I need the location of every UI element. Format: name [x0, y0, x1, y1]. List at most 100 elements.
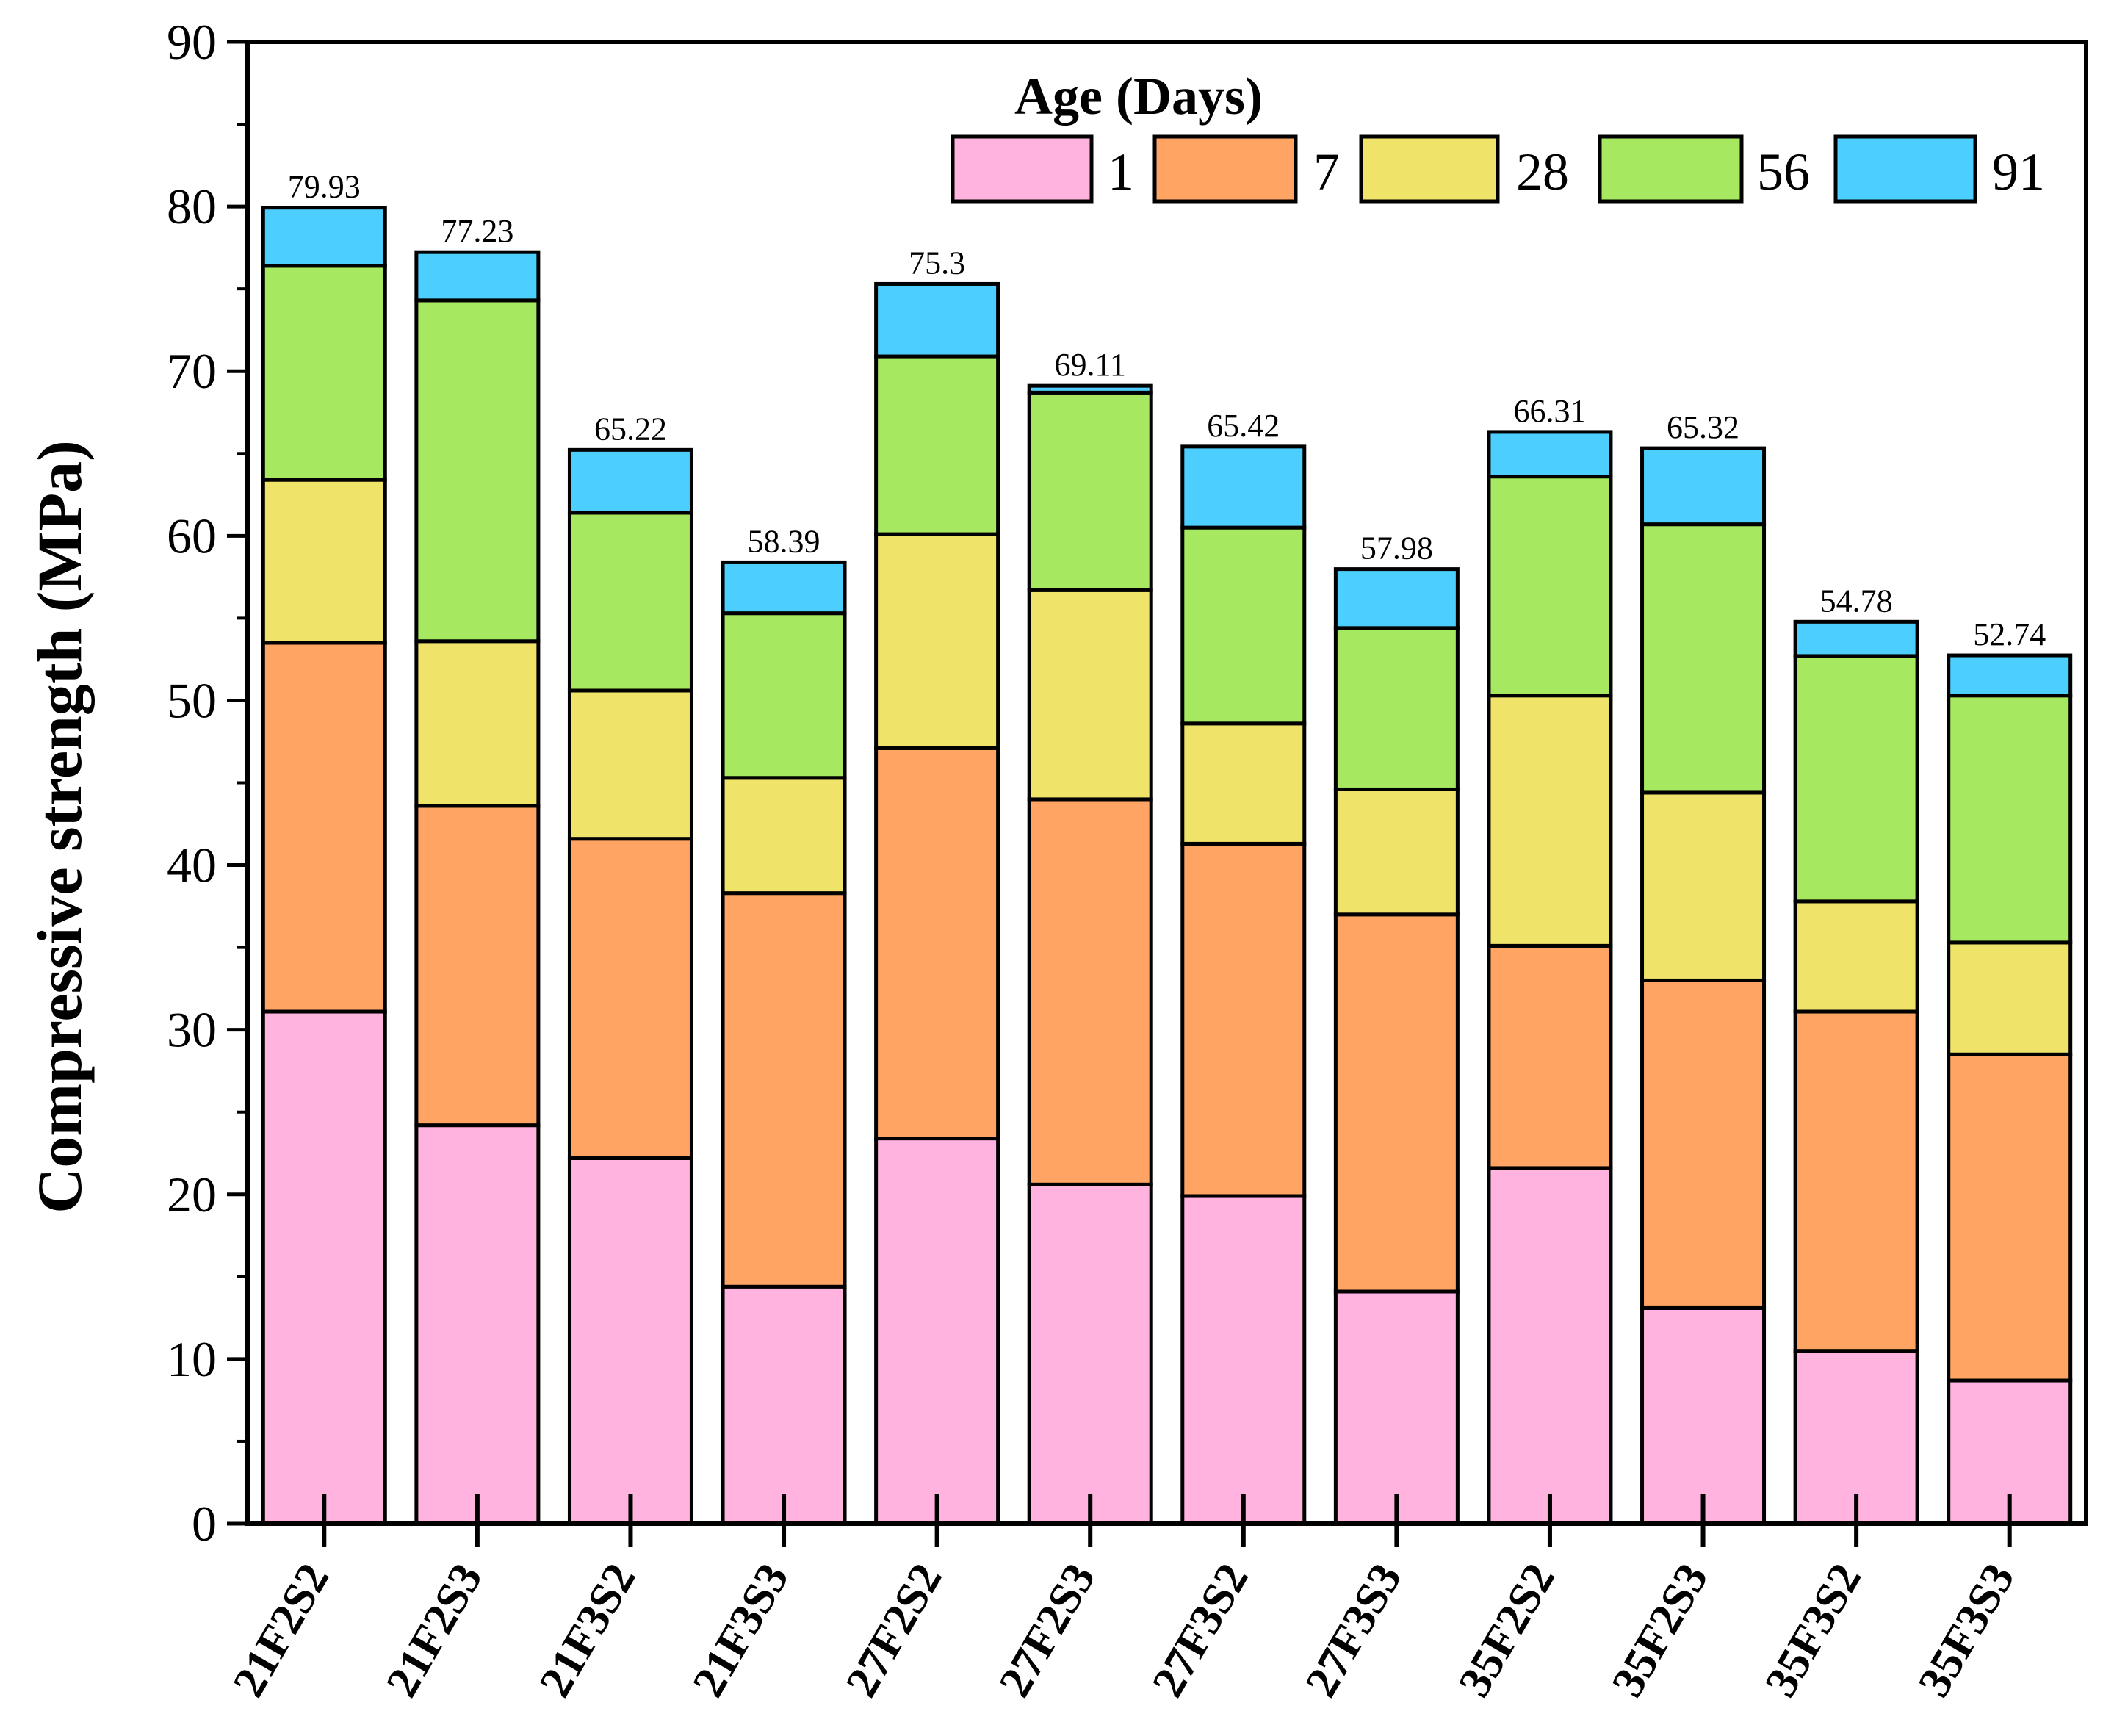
bar-segment-21F3S3-day-1	[721, 1284, 847, 1526]
bar-segment-21F2S2-day-56	[261, 264, 387, 482]
bar-segment-35F2S3-day-56	[1640, 522, 1767, 795]
x-tick-label: 35F3S3	[1909, 1555, 2024, 1705]
y-tick-label: 80	[167, 179, 217, 234]
bar-segment-21F3S2-day-1	[567, 1156, 693, 1526]
y-tick-label: 50	[167, 672, 217, 728]
bar-segment-27F2S3-day-56	[1027, 390, 1153, 592]
bar-segment-35F3S2-day-7	[1793, 1009, 1919, 1353]
x-tick-label: 35F2S3	[1603, 1555, 1718, 1705]
bar-segment-21F3S2-day-28	[567, 688, 693, 841]
bars-group: 79.93 77.23 65.22 58.39 75.3 69.11 65.42 57.98 6…	[261, 169, 2073, 1526]
bar-segment-35F2S2-day-28	[1487, 694, 1613, 948]
bar-segment-35F3S3-day-28	[1947, 940, 2073, 1056]
bar-total-label: 69.11	[1055, 347, 1126, 383]
legend-label-day-7: 7	[1313, 143, 1340, 201]
bar-segment-35F3S3-day-56	[1947, 694, 2073, 945]
bar-total-label: 66.31	[1513, 393, 1586, 429]
x-tick-label: 21F3S3	[683, 1555, 798, 1705]
bar-segment-35F2S3-day-7	[1640, 978, 1767, 1310]
bar-segment-21F2S2-day-91	[261, 206, 387, 268]
x-tick-label: 21F2S2	[223, 1555, 339, 1705]
bar-segment-27F3S3-day-56	[1333, 626, 1460, 791]
bar-total-label: 79.93	[288, 169, 361, 205]
bar-segment-27F3S2-day-7	[1180, 841, 1307, 1198]
y-tick-label: 90	[167, 14, 217, 70]
bar-segment-21F2S3-day-1	[414, 1123, 541, 1526]
x-axis: 21F2S2 21F2S3 21F3S2 21F3S3 27F2S2 27F2S3 27F3…	[223, 1494, 2024, 1705]
bar-segment-21F3S2-day-91	[567, 447, 693, 515]
bar-total-label: 58.39	[748, 523, 820, 559]
bar-segment-21F2S2-day-28	[261, 478, 387, 645]
bar-segment-35F3S2-day-56	[1793, 654, 1919, 904]
bar-segment-35F2S2-day-91	[1487, 430, 1613, 479]
legend-label-day-28: 28	[1516, 143, 1569, 201]
legend-title: Age (Days)	[1014, 67, 1263, 126]
bar-segment-35F2S2-day-7	[1487, 943, 1613, 1170]
bar-segment-21F2S3-day-56	[414, 298, 541, 644]
bar-segment-21F3S3-day-7	[721, 891, 847, 1289]
legend: Age (Days) 1 7 28 56 91	[951, 67, 2045, 204]
bar-segment-27F2S3-day-28	[1027, 588, 1153, 802]
bar-total-label: 57.98	[1360, 530, 1433, 566]
x-tick-label: 27F3S3	[1296, 1555, 1411, 1705]
legend-label-day-56: 56	[1757, 143, 1810, 201]
bar-segment-27F3S2-day-56	[1180, 525, 1307, 726]
bar-segment-35F2S3-day-91	[1640, 446, 1767, 527]
y-tick-label: 0	[192, 1496, 217, 1552]
bar-total-label: 65.32	[1667, 409, 1739, 445]
y-tick-label: 60	[167, 508, 217, 563]
y-tick-label: 40	[167, 838, 217, 893]
bar-segment-27F2S2-day-91	[874, 281, 1000, 359]
y-axis-title: Compressive strength (MPa)	[24, 440, 95, 1214]
x-tick-label: 21F2S3	[377, 1555, 492, 1705]
bar-total-label: 52.74	[1973, 616, 2046, 652]
legend-swatch-day-56	[1598, 134, 1744, 204]
y-tick-label: 20	[167, 1167, 217, 1222]
bar-segment-27F2S2-day-1	[874, 1137, 1000, 1526]
x-tick-label: 27F3S2	[1143, 1555, 1258, 1705]
bar-segment-27F3S3-day-1	[1333, 1289, 1460, 1526]
bar-total-label: 77.23	[441, 213, 513, 249]
bar-segment-35F3S2-day-28	[1793, 899, 1919, 1014]
bar-segment-27F2S2-day-56	[874, 354, 1000, 536]
bar-total-label: 54.78	[1820, 583, 1893, 619]
bar-total-label: 65.42	[1207, 408, 1280, 444]
bar-segment-21F2S2-day-1	[261, 1009, 387, 1526]
bar-segment-27F2S3-day-1	[1027, 1182, 1153, 1526]
bar-total-label: 75.3	[909, 245, 965, 281]
legend-swatch-day-28	[1359, 134, 1500, 204]
bar-segment-21F3S3-day-91	[721, 560, 847, 616]
bar-segment-27F3S2-day-1	[1180, 1194, 1307, 1526]
bar-segment-35F2S3-day-28	[1640, 790, 1767, 982]
bar-segment-35F2S3-day-1	[1640, 1305, 1767, 1526]
y-tick-label: 30	[167, 1002, 217, 1058]
bar-segment-27F3S3-day-91	[1333, 567, 1460, 630]
bar-segment-27F3S3-day-7	[1333, 912, 1460, 1294]
bar-segment-35F3S3-day-91	[1947, 653, 2073, 698]
legend-label-day-91: 91	[1992, 143, 2045, 201]
bar-segment-21F3S3-day-56	[721, 611, 847, 780]
x-tick-label: 35F2S2	[1449, 1555, 1565, 1705]
x-tick-label: 27F2S3	[989, 1555, 1105, 1705]
bar-segment-21F3S2-day-56	[567, 511, 693, 693]
legend-swatch-day-91	[1833, 134, 1977, 204]
y-tick-label: 70	[167, 343, 217, 399]
bar-segment-27F3S3-day-28	[1333, 787, 1460, 917]
bar-segment-27F2S3-day-91	[1027, 383, 1153, 395]
bar-segment-27F3S2-day-91	[1180, 444, 1307, 530]
bar-segment-21F3S3-day-28	[721, 776, 847, 896]
legend-swatch-day-1	[951, 134, 1094, 204]
bar-segment-21F3S2-day-7	[567, 837, 693, 1160]
bar-segment-35F2S2-day-1	[1487, 1166, 1613, 1526]
bar-segment-27F2S2-day-28	[874, 532, 1000, 750]
bar-segment-27F3S2-day-28	[1180, 721, 1307, 846]
bar-segment-27F2S2-day-7	[874, 746, 1000, 1141]
bar-segment-21F2S3-day-7	[414, 804, 541, 1128]
x-tick-label: 27F2S2	[837, 1555, 952, 1705]
x-tick-label: 35F3S2	[1756, 1555, 1871, 1705]
x-tick-label: 21F3S2	[530, 1555, 646, 1705]
bar-total-label: 65.22	[594, 411, 667, 447]
bar-segment-21F2S3-day-91	[414, 250, 541, 303]
